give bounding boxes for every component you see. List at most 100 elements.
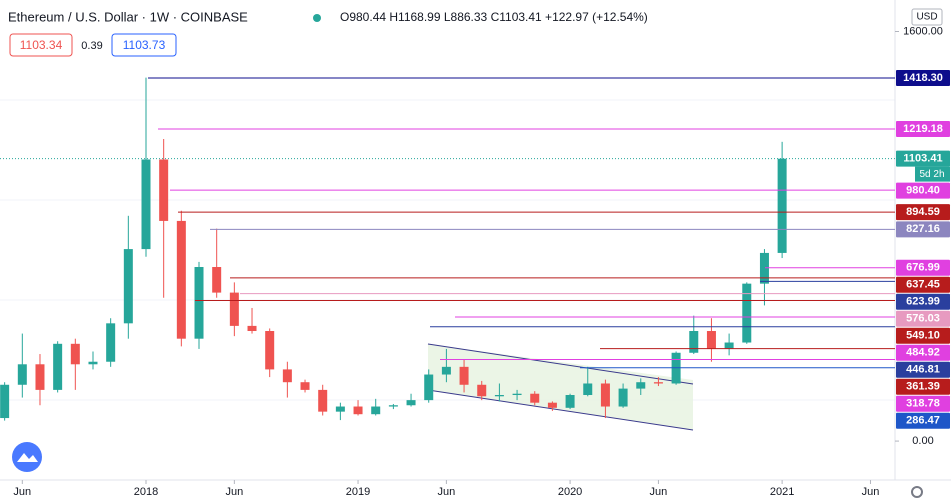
price-label: 576.03	[906, 313, 940, 325]
candle-body	[406, 400, 416, 406]
bid-box[interactable]	[9, 33, 73, 57]
candle-body	[229, 292, 239, 326]
candle-body	[618, 388, 628, 407]
price-label: 549.10	[906, 330, 940, 342]
candle-body	[106, 323, 116, 362]
price-label: 1103.41	[903, 153, 942, 165]
countdown-box	[915, 166, 950, 182]
channel-top	[427, 343, 694, 385]
price-label: 446.81	[906, 364, 940, 376]
candle-body	[724, 342, 734, 349]
x-tick-label: 2020	[558, 486, 582, 498]
price-label-box	[896, 378, 950, 395]
price-label-box	[896, 395, 950, 412]
price-label: 894.59	[906, 206, 940, 218]
candle-body	[388, 405, 398, 407]
candle-body	[0, 384, 10, 419]
candle-body	[371, 406, 381, 415]
candle-body	[441, 366, 451, 375]
ohlc: O980.44 H1168.99 L886.33 C1103.41 +122.9…	[340, 10, 648, 24]
candle-body	[141, 159, 151, 250]
spread: 0.39	[81, 40, 102, 52]
candle-body	[777, 158, 787, 253]
candle-body	[53, 343, 63, 390]
price-label: 637.45	[906, 279, 940, 291]
price-label: 623.99	[906, 296, 940, 308]
price-label: 484.92	[906, 347, 940, 359]
price-label-box	[896, 361, 950, 378]
channel-bottom	[427, 389, 694, 431]
ask: 1103.73	[123, 38, 166, 52]
candle-body	[742, 283, 752, 343]
candle-body	[318, 389, 328, 412]
candle-body	[706, 331, 716, 349]
candle-body	[547, 402, 557, 408]
candle-body	[88, 361, 98, 365]
candle-body	[689, 331, 699, 353]
y-tick-label: 1600.00	[903, 25, 943, 37]
candle-body	[70, 343, 80, 365]
candle-body	[247, 325, 257, 332]
y-tick-label: 0.00	[912, 435, 933, 447]
candle-body	[194, 267, 204, 339]
candle-body	[494, 395, 504, 397]
candle-body	[583, 383, 593, 396]
candle-body	[335, 406, 345, 412]
candle-body	[459, 366, 469, 385]
candle-body	[35, 364, 45, 390]
candle-body	[353, 406, 363, 415]
candle-body	[265, 331, 275, 370]
x-tick-label: 2018	[134, 486, 158, 498]
x-tick-label: Jun	[438, 486, 456, 498]
price-label: 1418.30	[903, 72, 943, 84]
x-tick-label: 2019	[346, 486, 370, 498]
candle-body	[759, 252, 769, 284]
price-label-box	[896, 293, 950, 310]
x-tick-label: Jun	[862, 486, 880, 498]
price-label-box	[896, 412, 950, 429]
candle-body	[424, 374, 434, 401]
currency: USD	[916, 12, 937, 23]
candle-body	[123, 249, 133, 324]
x-tick-label: Jun	[225, 486, 243, 498]
price-label: 286.47	[906, 415, 940, 427]
candle-body	[282, 369, 292, 383]
price-label-box	[896, 310, 950, 327]
price-label-box	[896, 70, 950, 87]
price-label: 980.40	[906, 185, 940, 197]
candle-body	[17, 364, 27, 385]
candle-body	[600, 383, 610, 407]
logo-glyph	[17, 453, 38, 462]
ask-box[interactable]	[111, 33, 177, 57]
candle-body	[176, 220, 186, 339]
countdown: 5d 2h	[919, 169, 944, 180]
price-label-box	[896, 327, 950, 344]
price-label-box	[896, 259, 950, 276]
candle-body	[565, 395, 575, 408]
price-label-box	[896, 276, 950, 293]
price-label-box	[896, 204, 950, 221]
x-tick-label: 2021	[770, 486, 794, 498]
price-label: 827.16	[906, 223, 940, 235]
status-dot	[313, 14, 321, 22]
channel-fill	[428, 344, 693, 430]
settings-icon[interactable]	[911, 486, 923, 498]
candle-body	[636, 382, 646, 389]
candle-body	[477, 384, 487, 397]
symbol: Ethereum / U.S. Dollar · 1W · COINBASE	[8, 9, 248, 24]
x-tick-label: Jun	[650, 486, 668, 498]
price-label-box	[896, 221, 950, 238]
price-label: 318.78	[906, 398, 940, 410]
price-label-box	[896, 344, 950, 361]
x-tick-label: Jun	[13, 486, 31, 498]
currency-box[interactable]	[911, 8, 943, 26]
bid: 1103.34	[20, 38, 63, 52]
price-label-box	[896, 150, 950, 167]
price-label: 1219.18	[903, 123, 943, 135]
candle-body	[159, 159, 169, 221]
candle-body	[653, 382, 663, 384]
price-label: 676.99	[906, 262, 940, 274]
